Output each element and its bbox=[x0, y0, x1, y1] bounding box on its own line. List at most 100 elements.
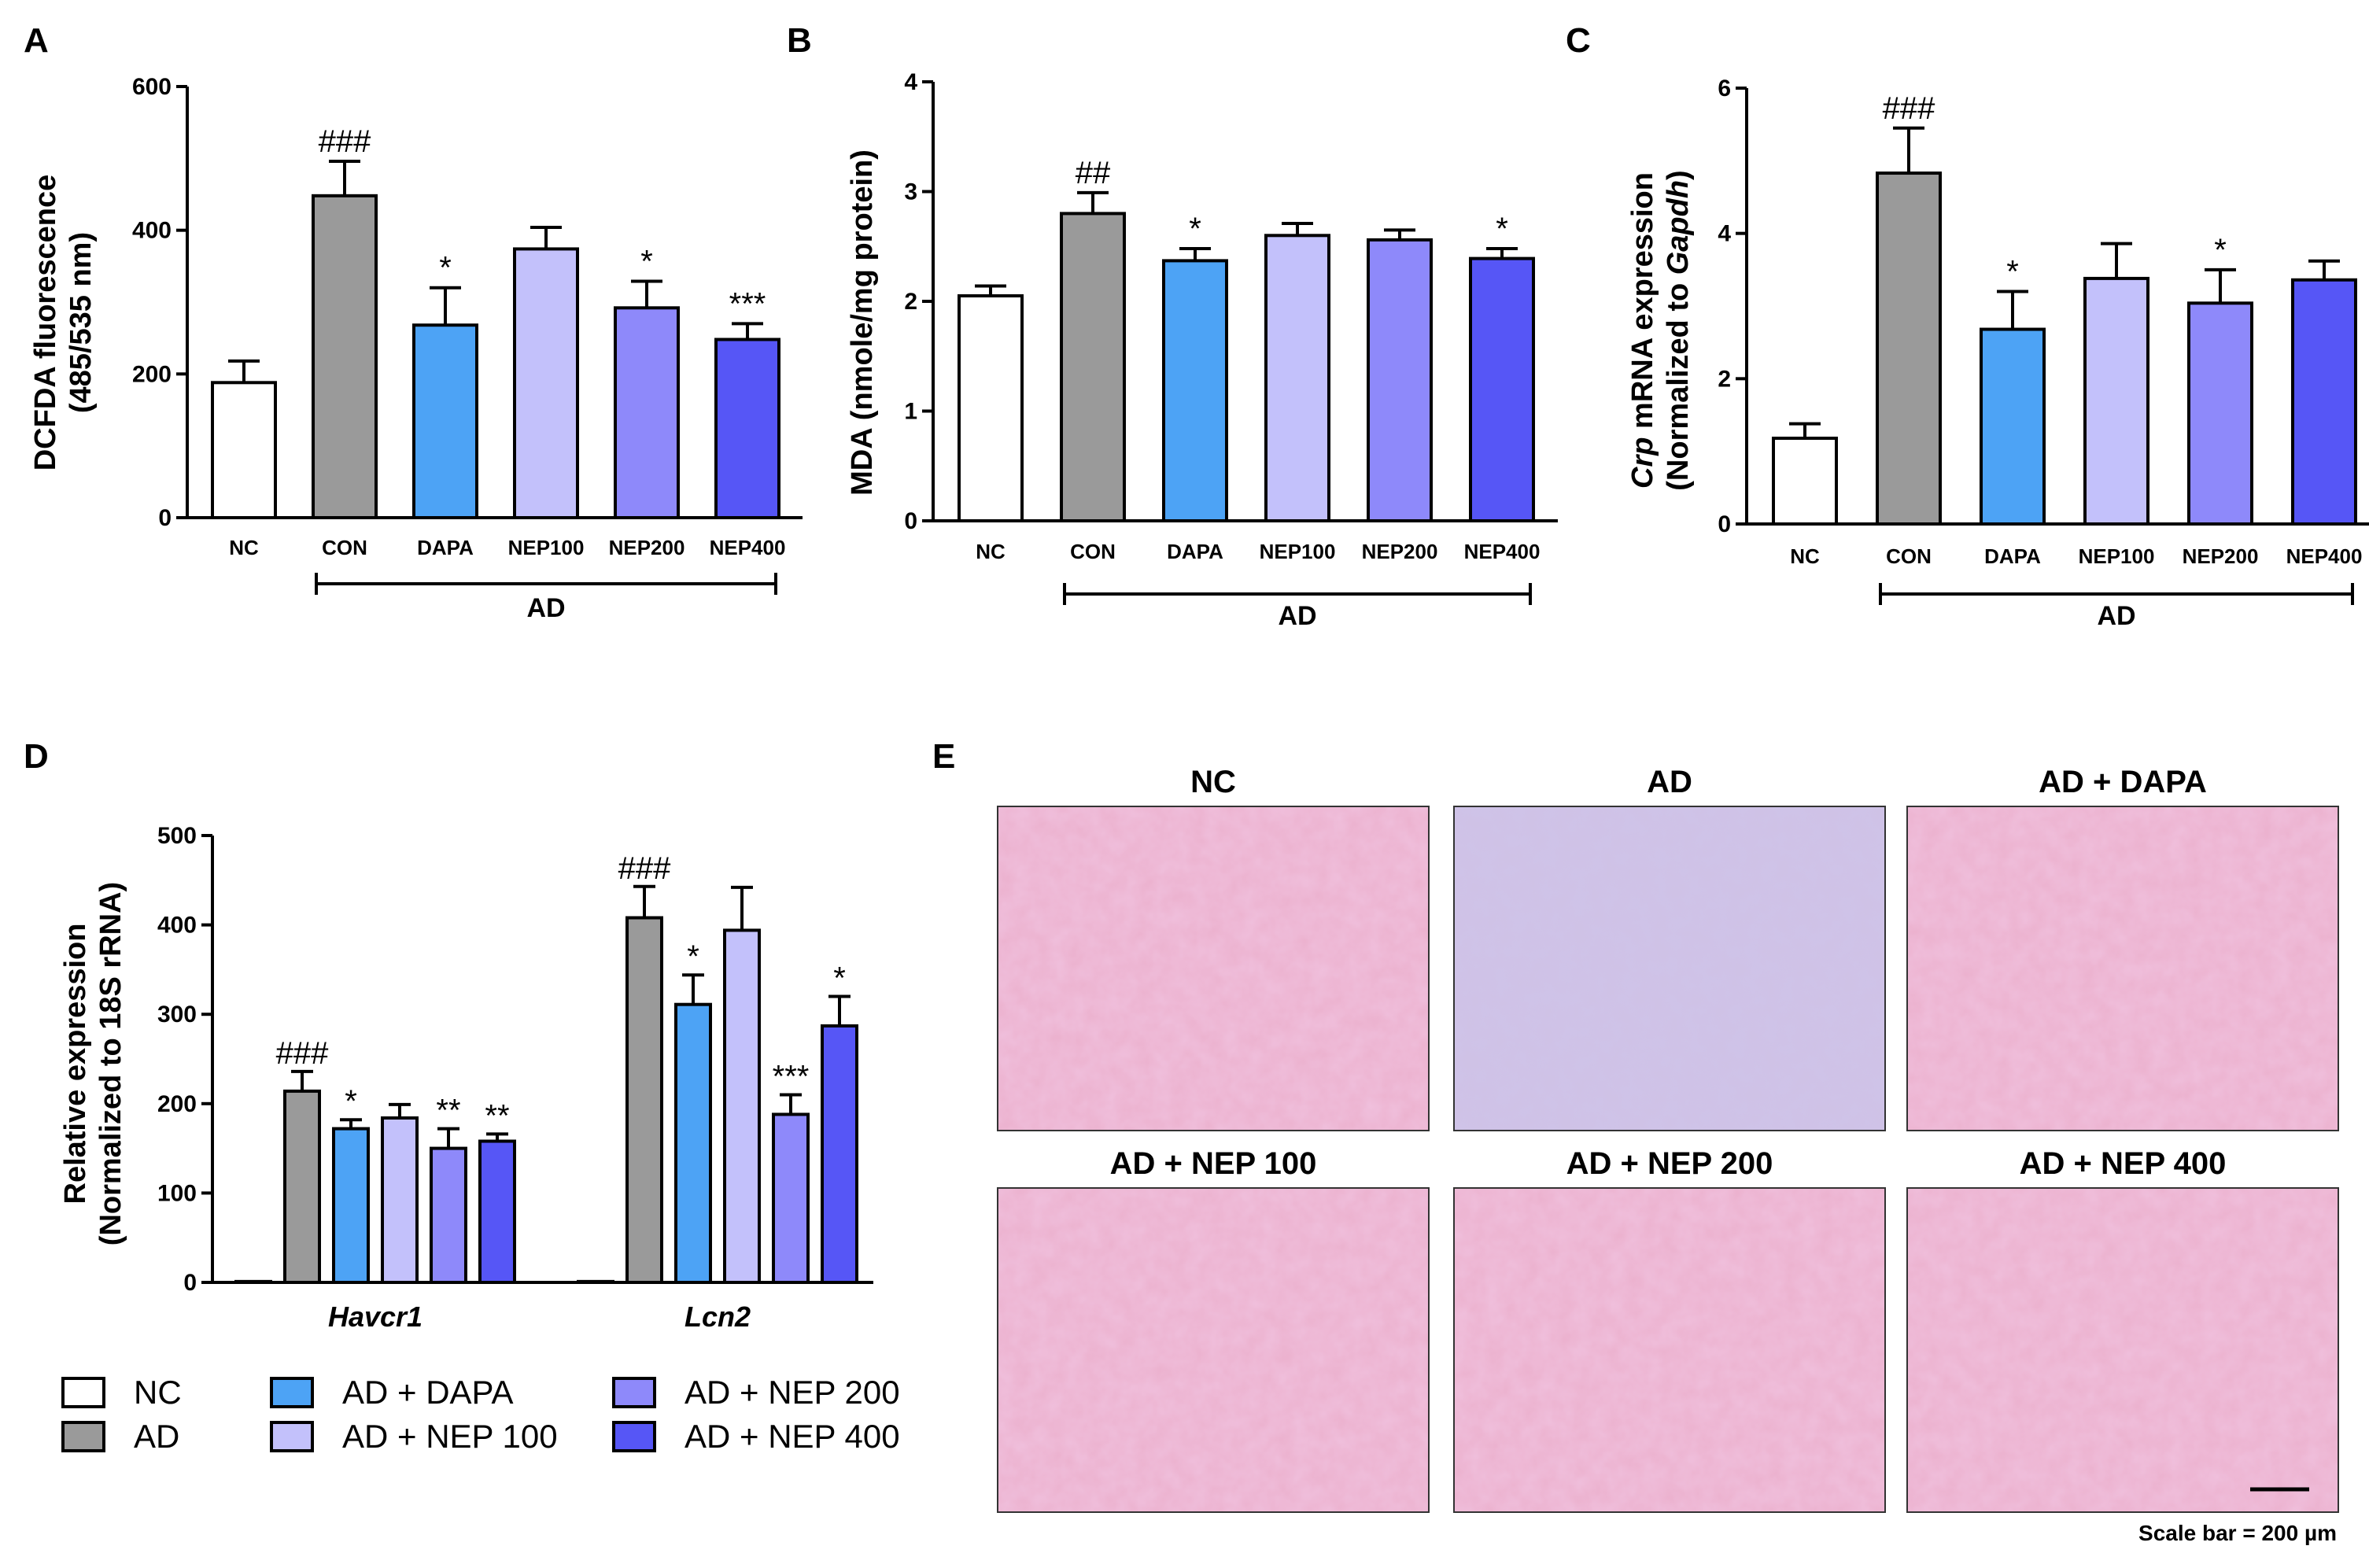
histology-frame bbox=[1906, 806, 2339, 1131]
histology-tissue-texture bbox=[1454, 806, 1885, 1131]
histology-title: NC bbox=[1190, 765, 1236, 799]
legend-swatch bbox=[612, 1377, 656, 1408]
panel-label-d: D bbox=[24, 737, 49, 776]
y-tick-label: 300 bbox=[157, 1002, 197, 1028]
y-tick-label: 2 bbox=[904, 289, 917, 315]
significance-mark: ### bbox=[1883, 91, 1935, 126]
group-label: AD bbox=[1278, 601, 1316, 631]
significance-mark: ** bbox=[485, 1098, 509, 1133]
histology-frame bbox=[1453, 1187, 1886, 1513]
histology-image-1: NC bbox=[997, 765, 1430, 1131]
bar-ad-nep-200 bbox=[772, 1112, 810, 1284]
y-tick-label: 400 bbox=[132, 218, 172, 244]
gene-category-label: Havcr1 bbox=[328, 1301, 423, 1333]
panel-label-e: E bbox=[932, 737, 955, 776]
category-label: DAPA bbox=[1167, 540, 1223, 563]
bar-ad-dapa bbox=[674, 1002, 712, 1284]
y-tick-label: 100 bbox=[157, 1180, 197, 1206]
y-axis-label-b: MDA (nmole/mg protein) bbox=[846, 149, 879, 496]
panel-c-crp-chart: C Crp mRNA expression (Normalized to Gap… bbox=[1566, 21, 2369, 631]
significance-mark: *** bbox=[729, 286, 766, 321]
histology-frame bbox=[997, 1187, 1430, 1513]
y-axis-label-a: DCFDA fluorescence (485/535 nm) bbox=[29, 175, 98, 471]
legend-item: NC bbox=[61, 1374, 182, 1411]
bar-ad bbox=[283, 1089, 321, 1284]
y-tick-label: 0 bbox=[158, 505, 172, 531]
category-label: NC bbox=[229, 536, 259, 559]
histology-image-3: AD + DAPA bbox=[1906, 765, 2339, 1131]
legend-item: AD + NEP 400 bbox=[612, 1418, 900, 1455]
histology-frame bbox=[1906, 1187, 2339, 1513]
y-axis-label-line-1: Relative expression bbox=[59, 924, 92, 1205]
legend-item: AD + DAPA bbox=[270, 1374, 513, 1411]
histology-grid: NC AD AD + DAPA AD + NEP 100 AD + NEP 200 AD … bbox=[997, 765, 2339, 1513]
bar-nep100 bbox=[513, 247, 579, 519]
category-label: NEP200 bbox=[1362, 540, 1438, 563]
legend-swatch bbox=[270, 1421, 314, 1452]
significance-mark: * bbox=[1189, 212, 1201, 246]
panel-label-b: B bbox=[787, 21, 812, 60]
bar-nep400 bbox=[2291, 278, 2357, 526]
legend-swatch bbox=[61, 1421, 105, 1452]
panel-d-expression-chart: D Relative expression (Normalized to 18S… bbox=[24, 737, 900, 1455]
category-label: NEP100 bbox=[1260, 540, 1336, 563]
bar-nc bbox=[958, 294, 1024, 522]
bar-ad-nep-100 bbox=[723, 928, 761, 1285]
y-tick-label: 6 bbox=[1718, 76, 1731, 101]
category-label: CON bbox=[322, 536, 367, 559]
y-axis-label-line-2: (Normalized to Gapdh) bbox=[1662, 170, 1695, 490]
legend-item: AD + NEP 200 bbox=[612, 1374, 900, 1411]
bar-nep100 bbox=[2083, 276, 2149, 526]
bar-ad-nep-200 bbox=[430, 1146, 467, 1284]
histology-frame bbox=[997, 806, 1430, 1131]
histology-tissue-texture bbox=[1907, 806, 2338, 1131]
category-label: NEP200 bbox=[2183, 544, 2259, 568]
bar-ad-nep-400 bbox=[821, 1024, 858, 1285]
histology-title: AD + NEP 100 bbox=[1110, 1146, 1317, 1181]
significance-mark: * bbox=[2214, 233, 2227, 267]
category-label: NC bbox=[976, 540, 1006, 563]
plot-area-a: 0 200 400 600 NC ### CON * DAPA NEP100 * NEP200 *** N… bbox=[132, 74, 803, 623]
panel-b-mda-chart: B MDA (nmole/mg protein) 0 1 2 3 4 NC ## CON * DA… bbox=[787, 21, 1558, 631]
category-label: CON bbox=[1070, 540, 1116, 563]
significance-mark: * bbox=[833, 961, 846, 995]
histology-title: AD + NEP 400 bbox=[2020, 1146, 2227, 1181]
significance-mark: *** bbox=[773, 1059, 810, 1094]
bar-dapa bbox=[412, 323, 478, 519]
significance-mark: ### bbox=[276, 1036, 329, 1071]
y-tick-label: 200 bbox=[132, 361, 172, 387]
y-tick-label: 2 bbox=[1718, 366, 1731, 392]
category-label: NEP100 bbox=[2079, 544, 2155, 568]
y-axis-label-line-1: MDA (nmole/mg protein) bbox=[846, 149, 879, 496]
histology-title: AD + NEP 200 bbox=[1566, 1146, 1773, 1181]
significance-mark: ## bbox=[1076, 156, 1111, 190]
y-axis-label-line-1: Crp mRNA expression bbox=[1626, 172, 1659, 489]
bar-nc bbox=[1772, 437, 1838, 526]
bar-nep200 bbox=[2187, 301, 2253, 526]
histology-image-2: AD bbox=[1453, 765, 1886, 1131]
histology-image-4: AD + NEP 100 bbox=[997, 1146, 1430, 1513]
legend-swatch bbox=[270, 1377, 314, 1408]
category-label: NEP400 bbox=[2286, 544, 2363, 568]
legend-label: AD bbox=[134, 1418, 179, 1455]
category-label: CON bbox=[1886, 544, 1932, 568]
bar-ad-nep-400 bbox=[478, 1139, 516, 1284]
bar-dapa bbox=[1162, 259, 1228, 522]
legend-item: AD + NEP 100 bbox=[270, 1418, 558, 1455]
legend-label: AD + NEP 100 bbox=[342, 1418, 558, 1455]
legend-label: AD + DAPA bbox=[342, 1374, 513, 1411]
panel-e-histology: E NC AD AD + DAPA AD + NEP 100 AD + NEP 200 A… bbox=[932, 737, 2339, 1545]
legend-label: NC bbox=[134, 1374, 182, 1411]
category-label: NEP400 bbox=[1464, 540, 1541, 563]
category-label: DAPA bbox=[1984, 544, 2041, 568]
y-axis-label-d: Relative expression (Normalized to 18S r… bbox=[59, 882, 127, 1245]
bar-nep400 bbox=[1469, 256, 1535, 522]
panel-label-a: A bbox=[24, 21, 49, 60]
group-label: AD bbox=[2097, 601, 2135, 631]
y-tick-label: 0 bbox=[904, 508, 917, 534]
histology-tissue-texture bbox=[1454, 1188, 1885, 1512]
bar-nep400 bbox=[714, 338, 780, 520]
y-axis-label-c: Crp mRNA expression (Normalized to Gapdh… bbox=[1626, 170, 1695, 490]
category-label: DAPA bbox=[417, 536, 474, 559]
